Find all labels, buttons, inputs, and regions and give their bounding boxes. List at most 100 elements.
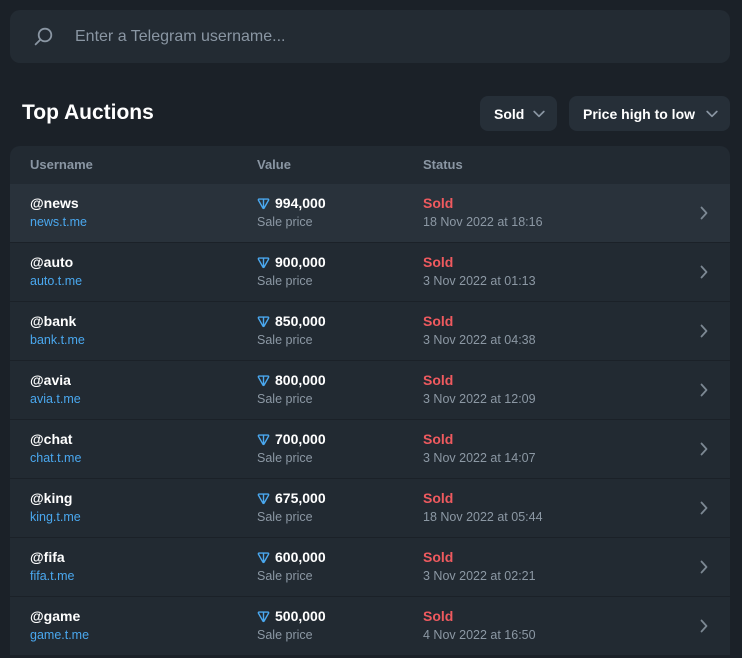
table-row[interactable]: @bank bank.t.me 850,000 Sale price Sold … (10, 302, 730, 361)
chevron-down-icon (533, 110, 545, 118)
chevron-right-icon (700, 442, 708, 456)
column-header-status: Status (423, 157, 463, 172)
sold-date: 3 Nov 2022 at 12:09 (423, 392, 536, 406)
status-label: Sold (423, 431, 454, 447)
status-label: Sold (423, 313, 454, 329)
sale-caption: Sale price (257, 510, 313, 524)
sale-amount: 800,000 (275, 372, 326, 388)
table-row[interactable]: @game game.t.me 500,000 Sale price Sold … (10, 597, 730, 656)
ton-icon (257, 197, 270, 210)
sale-amount: 994,000 (275, 195, 326, 211)
column-header-username: Username (30, 157, 93, 172)
username: @avia (30, 372, 71, 388)
username: @fifa (30, 549, 65, 565)
table-row[interactable]: @avia avia.t.me 800,000 Sale price Sold … (10, 361, 730, 420)
sale-value: 850,000 (257, 312, 326, 331)
username-link[interactable]: auto.t.me (30, 274, 83, 288)
username-link[interactable]: fifa.t.me (30, 569, 75, 583)
sale-caption: Sale price (257, 274, 313, 288)
ton-icon (257, 256, 270, 269)
sale-value: 500,000 (257, 607, 326, 626)
auctions-table: Username Value Status @news news.t.me 99… (10, 146, 730, 656)
status-label: Sold (423, 549, 454, 565)
sale-value: 700,000 (257, 430, 326, 449)
table-row[interactable]: @auto auto.t.me 900,000 Sale price Sold … (10, 243, 730, 302)
chevron-right-icon (700, 501, 708, 515)
sold-date: 4 Nov 2022 at 16:50 (423, 628, 536, 642)
value-cell: 800,000 Sale price (257, 371, 326, 408)
search-input[interactable] (75, 21, 675, 52)
username-cell: @bank bank.t.me (30, 312, 85, 349)
table-header: Username Value Status (10, 146, 730, 184)
username: @king (30, 490, 73, 506)
status-cell: Sold 4 Nov 2022 at 16:50 (423, 607, 536, 644)
chevron-right-icon (700, 560, 708, 574)
username-cell: @auto auto.t.me (30, 253, 82, 290)
username-cell: @avia avia.t.me (30, 371, 81, 408)
username-cell: @game game.t.me (30, 607, 89, 644)
chevron-right-icon (700, 619, 708, 633)
ton-icon (257, 374, 270, 387)
value-cell: 500,000 Sale price (257, 607, 326, 644)
sale-amount: 850,000 (275, 313, 326, 329)
sale-value: 800,000 (257, 371, 326, 390)
sale-value: 994,000 (257, 194, 326, 213)
chevron-right-icon (700, 265, 708, 279)
sale-amount: 900,000 (275, 254, 326, 270)
username: @auto (30, 254, 74, 270)
status-filter-label: Sold (494, 105, 525, 122)
username-cell: @news news.t.me (30, 194, 87, 231)
table-row[interactable]: @king king.t.me 675,000 Sale price Sold … (10, 479, 730, 538)
ton-icon (257, 433, 270, 446)
chevron-right-icon (700, 206, 708, 220)
ton-icon (257, 315, 270, 328)
sale-caption: Sale price (257, 451, 313, 465)
value-cell: 900,000 Sale price (257, 253, 326, 290)
sale-value: 900,000 (257, 253, 326, 272)
sale-amount: 500,000 (275, 608, 326, 624)
ton-icon (257, 492, 270, 505)
sale-amount: 600,000 (275, 549, 326, 565)
username-cell: @chat chat.t.me (30, 430, 81, 467)
table-row[interactable]: @chat chat.t.me 700,000 Sale price Sold … (10, 420, 730, 479)
search-icon (33, 27, 53, 47)
chevron-right-icon (700, 324, 708, 338)
status-cell: Sold 3 Nov 2022 at 12:09 (423, 371, 536, 408)
value-cell: 850,000 Sale price (257, 312, 326, 349)
status-filter-dropdown[interactable]: Sold (480, 96, 557, 131)
username-link[interactable]: chat.t.me (30, 451, 82, 465)
username-cell: @fifa fifa.t.me (30, 548, 74, 585)
status-cell: Sold 3 Nov 2022 at 02:21 (423, 548, 536, 585)
sale-value: 675,000 (257, 489, 326, 508)
chevron-down-icon (706, 110, 718, 118)
sale-value: 600,000 (257, 548, 326, 567)
chevron-right-icon (700, 383, 708, 397)
username: @game (30, 608, 81, 624)
sale-caption: Sale price (257, 628, 313, 642)
sort-dropdown[interactable]: Price high to low (569, 96, 730, 131)
username-link[interactable]: king.t.me (30, 510, 81, 524)
page-title: Top Auctions (22, 101, 154, 124)
username-link[interactable]: bank.t.me (30, 333, 85, 347)
search-bar[interactable] (10, 10, 730, 63)
status-label: Sold (423, 490, 454, 506)
sold-date: 18 Nov 2022 at 18:16 (423, 215, 543, 229)
username: @news (30, 195, 79, 211)
sale-caption: Sale price (257, 392, 313, 406)
sale-amount: 700,000 (275, 431, 326, 447)
value-cell: 700,000 Sale price (257, 430, 326, 467)
table-row[interactable]: @fifa fifa.t.me 600,000 Sale price Sold … (10, 538, 730, 597)
status-cell: Sold 3 Nov 2022 at 04:38 (423, 312, 536, 349)
value-cell: 600,000 Sale price (257, 548, 326, 585)
username-link[interactable]: avia.t.me (30, 392, 81, 406)
username-link[interactable]: game.t.me (30, 628, 90, 642)
sort-label: Price high to low (583, 105, 696, 122)
username: @bank (30, 313, 77, 329)
sold-date: 3 Nov 2022 at 04:38 (423, 333, 536, 347)
status-label: Sold (423, 372, 454, 388)
status-cell: Sold 3 Nov 2022 at 01:13 (423, 253, 536, 290)
auction-rows: @news news.t.me 994,000 Sale price Sold … (10, 184, 730, 656)
status-cell: Sold 18 Nov 2022 at 05:44 (423, 489, 543, 526)
table-row[interactable]: @news news.t.me 994,000 Sale price Sold … (10, 184, 730, 243)
username-link[interactable]: news.t.me (30, 215, 87, 229)
